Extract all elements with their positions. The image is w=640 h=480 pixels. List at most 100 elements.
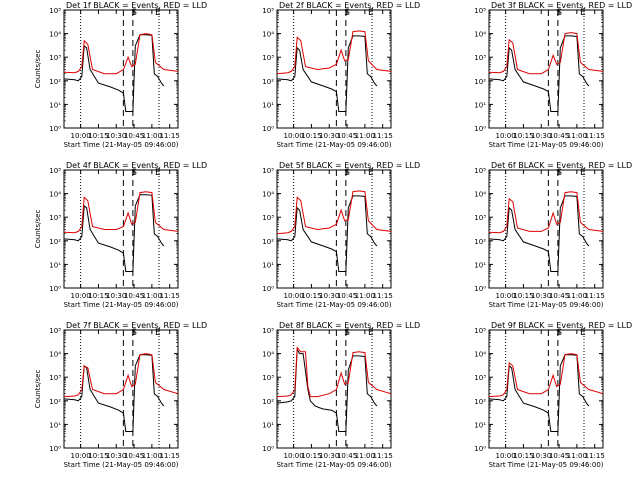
chart-title: Det 4f BLACK = Events, RED = LLD [66, 161, 207, 170]
x-tick-label: 11:15 [373, 292, 393, 300]
series-line-lld [488, 191, 604, 234]
chart-title: Det 1f BLACK = Events, RED = LLD [66, 1, 207, 10]
y-tick-label: 10⁰ [474, 445, 486, 453]
y-tick-label: 10¹ [474, 421, 486, 429]
x-tick-label: 10:45 [337, 292, 357, 300]
panel-det-4: Det 4f BLACK = Events, RED = LLD 10⁰ 10¹ 10… [34, 161, 207, 309]
y-tick-label: 10³ [262, 374, 274, 382]
series-line-lld [276, 346, 392, 398]
x-axis-label: Start Time (21-May-05 09:46:00) [276, 141, 391, 149]
series-line-events [488, 354, 590, 432]
x-tick-label: 10:00 [284, 132, 304, 140]
y-tick-label: 10² [262, 78, 274, 86]
y-tick-label: 10² [474, 398, 486, 406]
interval-marker: E [155, 168, 161, 178]
panel-det-9: Det 9f BLACK = Events, RED = LLD 10⁰ 10¹ 10… [474, 321, 632, 469]
y-tick-label: 10² [262, 398, 274, 406]
interval-marker: S [344, 328, 350, 338]
x-tick-label: 11:00 [142, 452, 162, 460]
y-tick-label: 10³ [262, 54, 274, 62]
x-tick-label: 10:00 [71, 452, 91, 460]
x-tick-label: 10:15 [88, 132, 108, 140]
x-tick-label: 10:00 [496, 452, 516, 460]
series-line-lld [488, 32, 604, 75]
series-line-lld [276, 30, 392, 75]
y-tick-label: 10⁰ [474, 285, 486, 293]
interval-marker: S [131, 168, 137, 178]
y-tick-label: 10⁴ [474, 31, 486, 39]
x-tick-label: 11:15 [373, 132, 393, 140]
y-tick-label: 10² [474, 238, 486, 246]
y-tick-label: 10¹ [262, 261, 274, 269]
x-axis-label: Start Time (21-May-05 09:46:00) [63, 301, 178, 309]
x-tick-label: 11:00 [567, 452, 587, 460]
interval-marker: E [580, 328, 586, 338]
y-tick-label: 10³ [474, 214, 486, 222]
x-axis-label: Start Time (21-May-05 09:46:00) [63, 461, 178, 469]
plot-frame [488, 169, 604, 289]
x-tick-label: 11:00 [567, 292, 587, 300]
x-tick-label: 10:00 [496, 132, 516, 140]
x-tick-label: 10:00 [284, 452, 304, 460]
x-tick-label: 10:15 [88, 452, 108, 460]
y-tick-label: 10² [49, 398, 61, 406]
y-tick-label: 10⁴ [474, 351, 486, 359]
x-tick-label: 10:45 [337, 452, 357, 460]
x-tick-label: 10:45 [549, 292, 569, 300]
y-tick-label: 10⁴ [262, 351, 274, 359]
y-tick-label: 10³ [49, 54, 61, 62]
y-tick-label: 10¹ [262, 101, 274, 109]
interval-marker: E [580, 168, 586, 178]
y-tick-label: 10⁴ [49, 351, 61, 359]
series-line-events [488, 195, 590, 272]
x-tick-label: 11:15 [160, 292, 180, 300]
series-line-events [488, 35, 590, 112]
panel-det-6: Det 6f BLACK = Events, RED = LLD 10⁰ 10¹ 10… [474, 161, 632, 309]
interval-marker: E [155, 8, 161, 18]
interval-marker: S [131, 8, 137, 18]
y-tick-label: 10⁴ [49, 191, 61, 199]
y-tick-label: 10⁴ [49, 31, 61, 39]
plot-frame [488, 329, 604, 449]
interval-marker: E [368, 8, 374, 18]
plot-frame [276, 9, 392, 129]
x-tick-label: 10:30 [319, 292, 339, 300]
y-tick-label: 10⁵ [474, 327, 486, 335]
y-tick-label: 10⁵ [49, 167, 61, 175]
series-line-lld [63, 353, 179, 398]
chart-title: Det 6f BLACK = Events, RED = LLD [491, 161, 632, 170]
y-tick-label: 10⁵ [262, 327, 274, 335]
x-tick-label: 10:45 [549, 452, 569, 460]
panel-det-1: Det 1f BLACK = Events, RED = LLD 10⁰ 10¹ 10… [34, 1, 207, 149]
x-tick-label: 10:15 [301, 292, 321, 300]
y-tick-label: 10¹ [49, 101, 61, 109]
x-tick-label: 11:00 [142, 292, 162, 300]
x-tick-label: 10:30 [106, 292, 126, 300]
x-tick-label: 10:15 [513, 132, 533, 140]
series-line-events [276, 35, 378, 112]
y-tick-label: 10⁰ [49, 285, 61, 293]
x-tick-label: 10:15 [513, 292, 533, 300]
x-tick-label: 11:15 [373, 452, 393, 460]
y-tick-label: 10³ [474, 374, 486, 382]
chart-title: Det 7f BLACK = Events, RED = LLD [66, 321, 207, 330]
x-axis-label: Start Time (21-May-05 09:46:00) [63, 141, 178, 149]
y-tick-label: 10³ [474, 54, 486, 62]
y-axis-label: Counts/sec [34, 210, 42, 249]
y-tick-label: 10⁰ [474, 125, 486, 133]
plot-frame [488, 9, 604, 129]
x-tick-label: 10:30 [531, 292, 551, 300]
interval-marker: S [344, 168, 350, 178]
interval-marker: E [368, 168, 374, 178]
y-tick-label: 10¹ [474, 101, 486, 109]
x-tick-label: 10:30 [531, 132, 551, 140]
x-tick-label: 10:30 [106, 132, 126, 140]
plot-frame [63, 329, 179, 449]
y-tick-label: 10⁵ [474, 167, 486, 175]
series-line-lld [488, 353, 604, 398]
plot-frame [63, 169, 179, 289]
y-tick-label: 10⁰ [262, 125, 274, 133]
x-tick-label: 11:00 [355, 132, 375, 140]
series-line-events [276, 347, 378, 432]
series-line-lld [276, 190, 392, 235]
